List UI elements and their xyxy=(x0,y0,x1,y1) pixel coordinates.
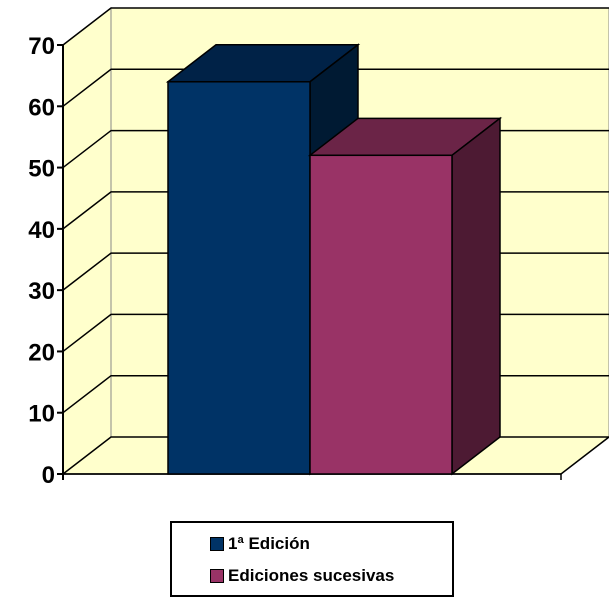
bar-2 xyxy=(307,116,503,476)
bar-front-2 xyxy=(309,154,453,475)
y-tick-label-0: 0 xyxy=(42,462,55,489)
bars xyxy=(165,43,503,476)
y-tick-label-30: 30 xyxy=(28,278,55,305)
y-tick-label-70: 70 xyxy=(28,33,55,60)
legend-label-2: Ediciones sucesivas xyxy=(228,566,395,585)
side-wall xyxy=(62,6,112,476)
legend-item-1: 1ª Edición xyxy=(210,533,310,555)
bar-front-1 xyxy=(167,81,311,475)
legend-swatch-1 xyxy=(210,537,224,551)
y-tick-label-20: 20 xyxy=(28,339,55,366)
gridline-70 xyxy=(62,7,609,46)
y-tick-label-50: 50 xyxy=(28,156,55,183)
bar-side-2 xyxy=(451,116,501,476)
legend: 1ª Edición Ediciones sucesivas xyxy=(170,521,454,597)
bar-chart: 0 10 20 30 40 50 60 70 xyxy=(28,6,609,489)
legend-swatch-2 xyxy=(210,569,224,583)
y-tick-label-10: 10 xyxy=(28,401,55,428)
y-tick-labels: 0 10 20 30 40 50 60 70 xyxy=(28,33,55,489)
legend-item-2: Ediciones sucesivas xyxy=(210,565,394,587)
legend-label-1: 1ª Edición xyxy=(228,534,310,553)
y-tick-label-40: 40 xyxy=(28,217,55,244)
y-tick-label-60: 60 xyxy=(28,94,55,121)
gridline-60 xyxy=(62,68,609,107)
